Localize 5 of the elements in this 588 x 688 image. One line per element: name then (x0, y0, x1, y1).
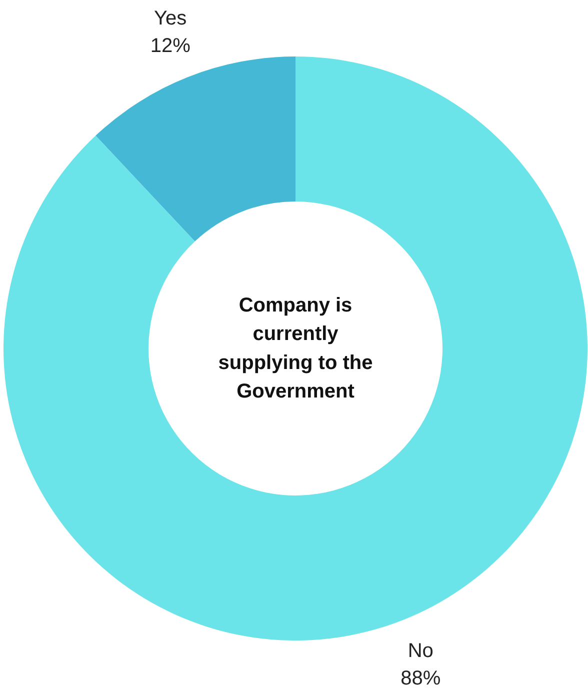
data-label: 88% (400, 667, 441, 688)
slice-label: No (408, 640, 434, 662)
data-label: 12% (150, 35, 191, 58)
text: Company is currently supplying to the Government (218, 294, 373, 402)
slice-label: Yes (154, 8, 187, 30)
